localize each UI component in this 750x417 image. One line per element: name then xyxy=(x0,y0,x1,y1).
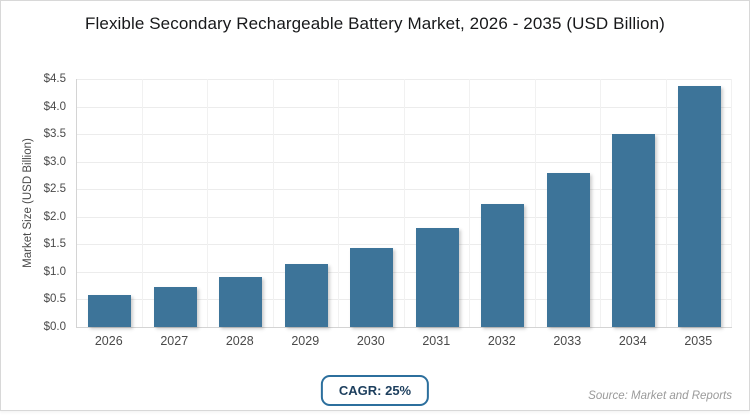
y-tick-label: $1.0 xyxy=(43,265,66,278)
bar-2028 xyxy=(219,276,263,327)
vertical-gridline xyxy=(272,79,274,327)
bar-2031 xyxy=(415,228,459,327)
horizontal-gridline xyxy=(77,244,732,246)
x-tick-label: 2029 xyxy=(291,334,320,348)
x-tick-label: 2032 xyxy=(487,334,516,348)
cagr-badge: CAGR: 25% xyxy=(320,375,430,406)
horizontal-gridline xyxy=(77,79,732,80)
x-axis-ticks: 2026 2027 2028 2029 2030 2031 2032 2033 2034 2035 xyxy=(76,334,731,352)
y-tick-label: $2.0 xyxy=(43,210,66,223)
vertical-gridline xyxy=(731,79,732,327)
bar-2032 xyxy=(481,203,525,327)
y-tick-label: $3.5 xyxy=(43,128,66,141)
vertical-gridline xyxy=(665,79,667,327)
chart-title: Flexible Secondary Rechargeable Battery … xyxy=(85,14,665,33)
vertical-gridline xyxy=(141,79,143,327)
bar-2029 xyxy=(284,264,328,327)
plot-area xyxy=(76,79,732,328)
vertical-gridline xyxy=(338,79,339,327)
x-tick-label: 2035 xyxy=(684,334,713,348)
vertical-gridline xyxy=(600,79,601,327)
horizontal-gridline xyxy=(77,271,732,273)
x-tick-label: 2026 xyxy=(94,334,123,348)
x-tick-label: 2034 xyxy=(618,334,647,348)
bar-2030 xyxy=(350,248,394,327)
bar-2033 xyxy=(546,172,590,327)
x-tick-label: 2031 xyxy=(422,334,451,348)
bar-2035 xyxy=(677,85,721,327)
x-tick-label: 2027 xyxy=(160,334,189,348)
bar-2034 xyxy=(612,134,656,327)
bar-2026 xyxy=(88,295,132,327)
horizontal-gridline xyxy=(77,161,732,163)
y-tick-label: $3.0 xyxy=(43,155,66,168)
y-tick-label: $4.5 xyxy=(43,73,66,85)
vertical-gridline xyxy=(403,79,405,327)
y-tick-label: $4.0 xyxy=(43,100,66,113)
x-tick-label: 2028 xyxy=(225,334,254,348)
horizontal-gridline xyxy=(77,106,732,108)
horizontal-gridline xyxy=(77,134,732,136)
y-tick-label: $2.5 xyxy=(43,183,66,196)
vertical-gridline xyxy=(534,79,536,327)
y-tick-label: $1.5 xyxy=(43,238,66,251)
vertical-gridline xyxy=(207,79,208,327)
source-text: Source: Market and Reports xyxy=(588,390,732,402)
vertical-gridline xyxy=(469,79,470,327)
bar-2027 xyxy=(153,286,197,327)
y-tick-label: $0.5 xyxy=(43,293,66,306)
y-tick-label: $0.0 xyxy=(43,321,66,333)
y-axis-ticks: $0.0 $0.5 $1.0 $1.5 $2.0 $2.5 $3.0 $3.5 $4.0 $4.5 xyxy=(1,73,71,333)
x-tick-label: 2033 xyxy=(553,334,582,348)
horizontal-gridline xyxy=(77,299,732,301)
horizontal-gridline xyxy=(77,216,732,218)
horizontal-gridline xyxy=(77,189,732,191)
x-tick-label: 2030 xyxy=(356,334,385,348)
